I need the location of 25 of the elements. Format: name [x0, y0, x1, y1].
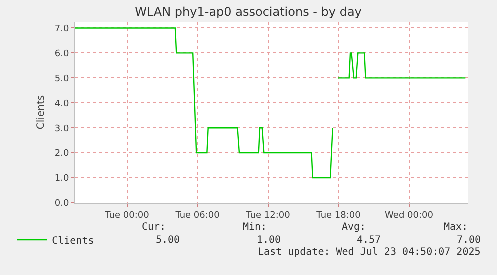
- x-tick-label: Tue 12:00: [245, 210, 291, 221]
- y-tick-label: 3.0: [54, 124, 70, 134]
- text: 4.57: [357, 235, 382, 246]
- text: Cur:: [142, 222, 166, 233]
- x-tick-label: Tue 00:00: [104, 210, 150, 221]
- y-tick-label: 2.0: [54, 149, 70, 160]
- y-tick-label: 5.0: [54, 74, 70, 84]
- y-tick-label: 1.0: [54, 174, 70, 184]
- chart-title: WLAN phy1-ap0 associations - by day: [135, 5, 362, 20]
- y-axis-title: Clients: [36, 95, 47, 130]
- text: 7.00: [457, 235, 482, 246]
- x-tick-label: Tue 18:00: [316, 210, 362, 221]
- y-tick-label: 7.0: [54, 24, 70, 34]
- y-tick-label: 4.0: [54, 99, 70, 110]
- text: Avg:: [342, 222, 366, 233]
- text: Max:: [444, 222, 468, 233]
- legend-label: Clients: [52, 236, 94, 247]
- y-tick-label: 0.0: [54, 199, 70, 210]
- text: 1.00: [257, 235, 282, 246]
- text: Min:: [243, 222, 268, 233]
- x-tick-label: Tue 06:00: [174, 210, 220, 221]
- text: Last update: Wed Jul 23 04:50:07 2025: [258, 247, 481, 258]
- y-tick-label: 6.0: [54, 49, 70, 60]
- x-tick-label: Wed 00:00: [385, 210, 434, 221]
- text: 5.00: [156, 235, 180, 246]
